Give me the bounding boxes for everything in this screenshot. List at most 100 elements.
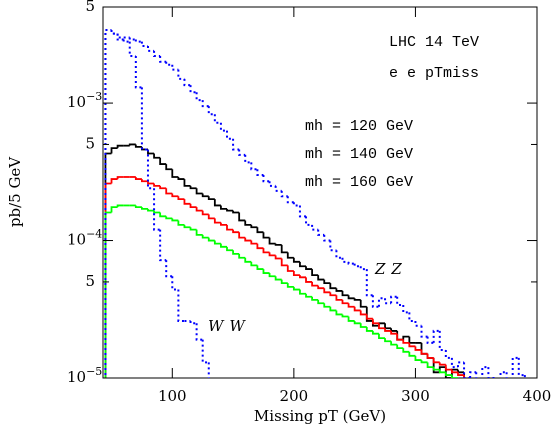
hist-step [292,286,300,291]
y-tick-base: 10 [67,231,86,249]
hist-step [116,176,124,180]
series-annotation: ZZ [374,260,408,278]
hist-step [232,210,240,214]
hist-step [420,349,428,355]
hist-step [165,188,173,195]
hist-step [390,328,398,332]
y-tick-exponent: −4 [86,228,102,241]
hist-step [311,224,319,231]
hist-step [274,255,282,260]
hist-step [128,143,136,146]
hist-step [104,29,112,378]
hist-step [402,348,410,353]
hist-step [280,258,288,267]
hist-step [177,220,185,226]
hist-step [116,33,124,41]
hist-step [177,196,185,201]
hist-step [323,288,331,294]
hist-step [329,292,337,297]
hist-step [244,220,252,226]
hist-step [201,210,209,216]
hist-step [456,361,465,368]
hist-step [256,169,264,176]
x-tick-label: 100 [158,387,187,405]
hist-step [451,368,458,378]
hist-step [299,275,307,279]
hist-step [292,271,300,277]
hist-step [159,157,167,165]
hist-step [274,243,282,246]
hist-step [189,203,197,209]
hist-step [371,330,379,335]
hist-step [220,222,227,226]
hist-step [116,204,124,208]
y-tick-label: 5 [85,272,95,290]
hist-step [177,289,185,322]
hist-step [426,362,434,369]
hist-step [171,193,179,198]
hist-step [317,275,325,281]
hist-step [256,227,264,234]
hist-step [207,196,215,201]
hist-step [183,78,191,87]
hist-step [438,369,446,374]
hist-step [517,357,525,377]
hist-step [396,344,404,350]
hist-step [256,243,264,250]
hist-step [232,229,240,234]
hist-step [365,314,373,320]
hist-step [280,244,288,254]
hist-step [226,208,234,212]
hist-step [268,237,276,245]
hist-step [128,37,136,41]
hist-step [201,234,209,239]
hist-step [292,257,300,263]
hist-step [402,304,410,314]
hist-step [250,224,258,229]
hist-step [299,289,307,295]
hist-step [396,296,404,306]
hist-step [238,232,246,239]
hist-step [250,240,258,245]
hist-step [341,299,349,305]
hist-step [134,205,142,209]
hist-step [134,176,142,180]
hist-step [329,240,337,252]
hist-step [347,295,355,300]
hist-step [305,277,313,283]
hist-step [469,371,477,378]
y-axis-label: pb/5 GeV [6,156,24,227]
plot-area [104,29,526,378]
hist-step [305,266,313,270]
hist-step [207,106,215,116]
hist-step [371,295,379,308]
hist-step [140,41,148,48]
hist-step [365,306,373,322]
hist-step [165,164,173,171]
hist-step [335,295,343,301]
hist-step [420,360,428,364]
hist-step [341,314,349,318]
hist-step [408,312,416,322]
hist-step [317,299,325,305]
hist-step [244,257,252,263]
hist-step [286,252,294,259]
y-tick-label: 5 [85,0,95,15]
hist-step [146,46,155,52]
hist-step [432,367,440,371]
hist-step [311,296,319,301]
hist-step [159,212,167,218]
x-axis-label: Missing pT (GeV) [254,407,386,425]
hist-step [183,179,191,187]
hist-step [177,69,185,80]
hist-step [238,149,246,156]
hist-step [232,250,240,255]
hist-step [286,283,294,288]
hist-step [159,229,167,262]
hist-step [487,367,495,378]
hist-step [159,56,167,63]
hist-step [292,202,300,207]
hist-step [353,306,361,312]
hist-step [323,279,331,285]
